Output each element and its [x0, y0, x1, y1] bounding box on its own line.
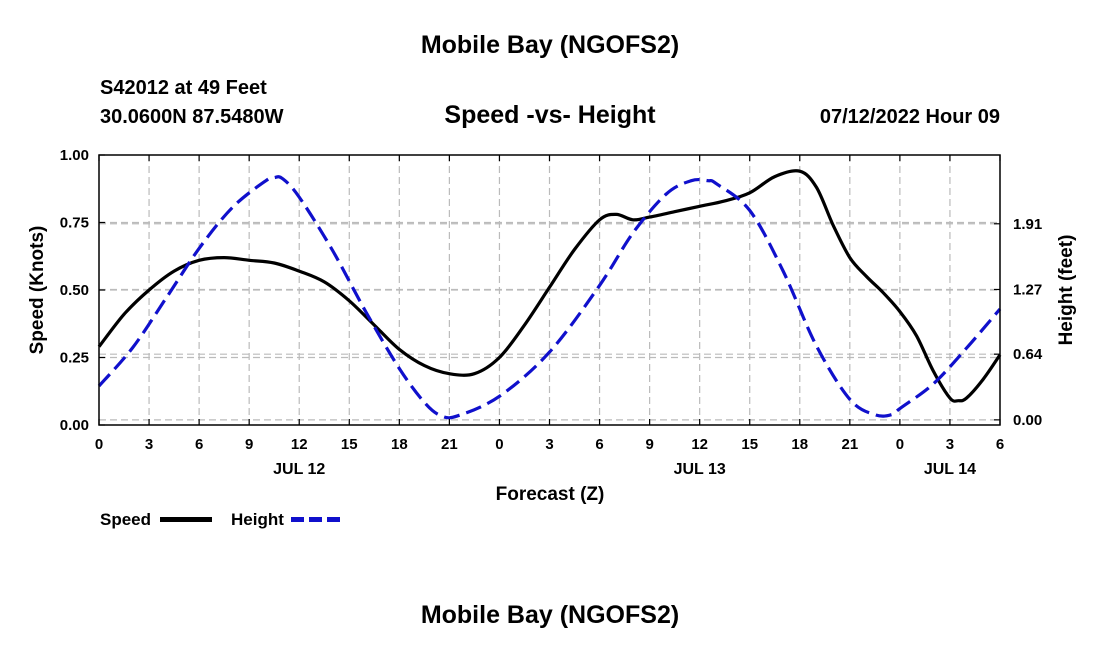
- legend-height-label: Height: [231, 510, 284, 529]
- main-title: Mobile Bay (NGOFS2): [420, 31, 680, 59]
- x-tick-label: 21: [841, 436, 858, 453]
- y-tick-label: 0.25: [60, 350, 89, 367]
- x-tick-label: 6: [595, 436, 603, 453]
- x-tick-label: 6: [996, 436, 1004, 453]
- y-axis-label: Speed (Knots): [27, 226, 48, 355]
- day-label: JUL 14: [924, 461, 976, 478]
- y-tick-label: 1.00: [60, 147, 89, 164]
- day-label: JUL 13: [674, 461, 726, 478]
- x-tick-label: 0: [896, 436, 904, 453]
- legend-speed-label: Speed: [100, 510, 152, 529]
- x-tick-label: 0: [495, 436, 503, 453]
- x-tick-label: 15: [341, 436, 358, 453]
- x-tick-label: 3: [946, 436, 954, 453]
- y2-axis-label: Height (feet): [1056, 235, 1077, 346]
- station-label: S42012 at 49 Feet: [100, 77, 267, 99]
- day-label: JUL 12: [273, 461, 325, 478]
- series-layer: [97, 169, 1002, 420]
- series-line-height: [97, 175, 1002, 420]
- x-tick-label: 21: [441, 436, 458, 453]
- axis-layer: 0 3 6 9 12 15 18 21 0 3 6 9 12 15 18 21 0 3 6 0.00 0.25 0.50 0…: [60, 147, 1043, 478]
- series-line-speed: [97, 169, 1002, 403]
- x-tick-label: 18: [391, 436, 408, 453]
- chart-title: Speed -vs- Height: [444, 101, 656, 129]
- x-tick-label: 12: [291, 436, 308, 453]
- y2-tick-label: 1.91: [1013, 216, 1042, 233]
- x-tick-label: 18: [791, 436, 808, 453]
- forecast-date-label: 07/12/2022 Hour 09: [819, 106, 1000, 128]
- y2-tick-label: 0.00: [1013, 412, 1042, 429]
- y2-tick-label: 0.64: [1013, 346, 1043, 363]
- x-tick-label: 15: [741, 436, 758, 453]
- y-tick-label: 0.75: [60, 215, 89, 232]
- grid-layer: [99, 155, 1000, 425]
- x-tick-label: 0: [95, 436, 103, 453]
- x-axis-label: Forecast (Z): [496, 484, 605, 505]
- y-tick-label: 0.00: [60, 417, 89, 434]
- x-tick-label: 6: [195, 436, 203, 453]
- coordinates-label: 30.0600N 87.5480W: [100, 106, 284, 128]
- x-tick-label: 12: [691, 436, 708, 453]
- x-tick-label: 3: [545, 436, 553, 453]
- x-tick-label: 9: [645, 436, 653, 453]
- y-tick-label: 0.50: [60, 282, 89, 299]
- x-tick-label: 3: [145, 436, 153, 453]
- x-tick-label: 9: [245, 436, 253, 453]
- footer-title: Mobile Bay (NGOFS2): [420, 601, 680, 629]
- y2-tick-label: 1.27: [1013, 281, 1042, 298]
